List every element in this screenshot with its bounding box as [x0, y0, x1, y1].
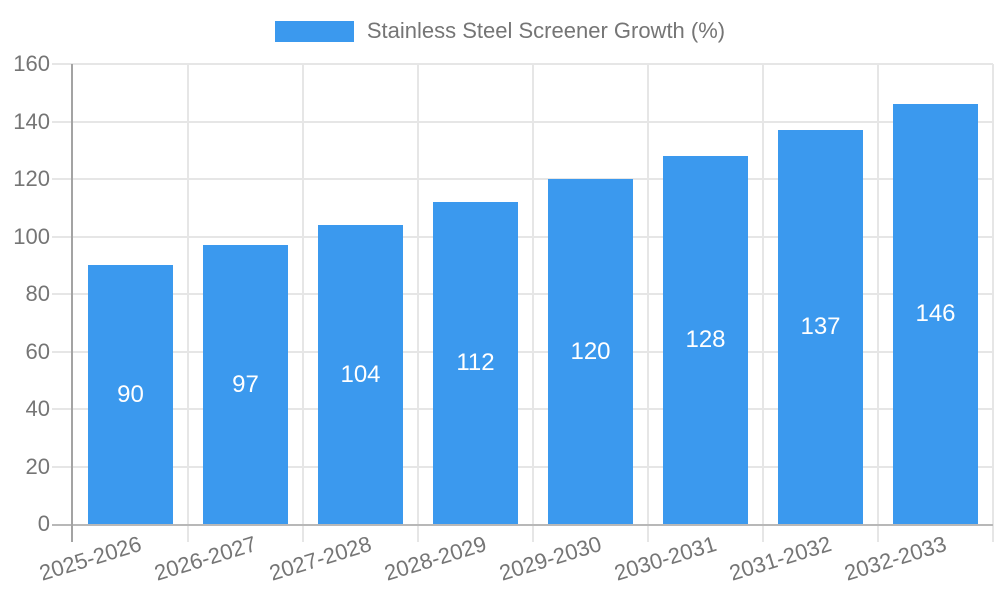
gridline-horizontal [52, 235, 993, 238]
bar-value-label: 90 [117, 380, 144, 408]
gridline-vertical [992, 64, 994, 542]
y-tick-label: 120 [13, 166, 50, 191]
y-tick-label: 20 [25, 453, 50, 479]
bar: 137 [778, 130, 863, 524]
gridline-horizontal [52, 63, 993, 65]
bar-value-label: 120 [570, 337, 611, 365]
bar-value-label: 146 [915, 300, 956, 328]
bar-value-label: 137 [800, 313, 841, 341]
y-tick-label: 140 [13, 108, 50, 134]
legend-swatch [274, 20, 354, 42]
legend-item[interactable]: Stainless Steel Screener Growth (%) [0, 18, 1000, 44]
gridline-horizontal [52, 350, 993, 353]
y-tick-label: 80 [25, 281, 50, 306]
legend-label: Stainless Steel Screener Growth (%) [366, 18, 726, 43]
bar: 104 [318, 225, 403, 524]
gridline-horizontal [52, 408, 993, 410]
gridline-horizontal [52, 120, 993, 123]
bar: 112 [433, 202, 518, 524]
bar: 90 [88, 265, 173, 524]
bar-value-label: 104 [340, 360, 381, 388]
y-tick-label: 40 [25, 396, 50, 421]
bar: 128 [663, 156, 748, 524]
gridline-vertical [417, 64, 419, 542]
bar-value-label: 97 [232, 370, 259, 398]
bar: 146 [893, 104, 978, 524]
gridline-horizontal [52, 178, 993, 180]
y-axis-line [71, 64, 73, 542]
y-tick-label: 160 [13, 51, 50, 76]
bar: 97 [203, 245, 288, 524]
gridline-vertical [877, 64, 879, 542]
gridline-vertical [647, 64, 649, 542]
bar: 120 [548, 179, 633, 524]
bar-value-label: 128 [685, 326, 726, 353]
x-axis-line [52, 524, 993, 526]
gridline-vertical [762, 64, 764, 542]
y-tick-label: 100 [13, 223, 50, 249]
y-tick-label: 0 [37, 511, 50, 536]
y-tick-label: 60 [25, 338, 50, 364]
gridline-horizontal [52, 465, 993, 468]
gridline-horizontal [52, 293, 993, 295]
plot-area: 90 97 104 112 120 128 137 146 [52, 63, 994, 542]
gridline-vertical [187, 64, 189, 542]
gridline-vertical [532, 64, 534, 542]
bar-value-label: 112 [456, 349, 495, 376]
gridline-vertical [302, 64, 304, 542]
